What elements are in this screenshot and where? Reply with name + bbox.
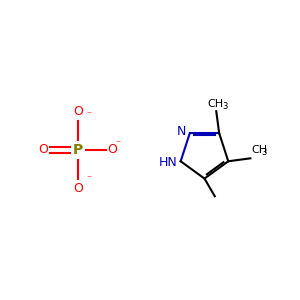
Text: P: P	[73, 143, 83, 157]
Text: ⁻: ⁻	[86, 174, 91, 184]
Text: O: O	[73, 182, 83, 195]
Text: 3: 3	[223, 102, 228, 111]
Text: O: O	[73, 105, 83, 118]
Text: CH: CH	[251, 146, 268, 155]
Text: ⁻: ⁻	[116, 140, 121, 150]
Text: 3: 3	[262, 148, 267, 157]
Text: ⁻: ⁻	[86, 110, 91, 120]
Text: HN: HN	[158, 156, 177, 169]
Text: N: N	[177, 125, 186, 138]
Text: CH: CH	[208, 99, 224, 110]
Text: O: O	[107, 143, 117, 157]
Text: O: O	[38, 143, 48, 157]
